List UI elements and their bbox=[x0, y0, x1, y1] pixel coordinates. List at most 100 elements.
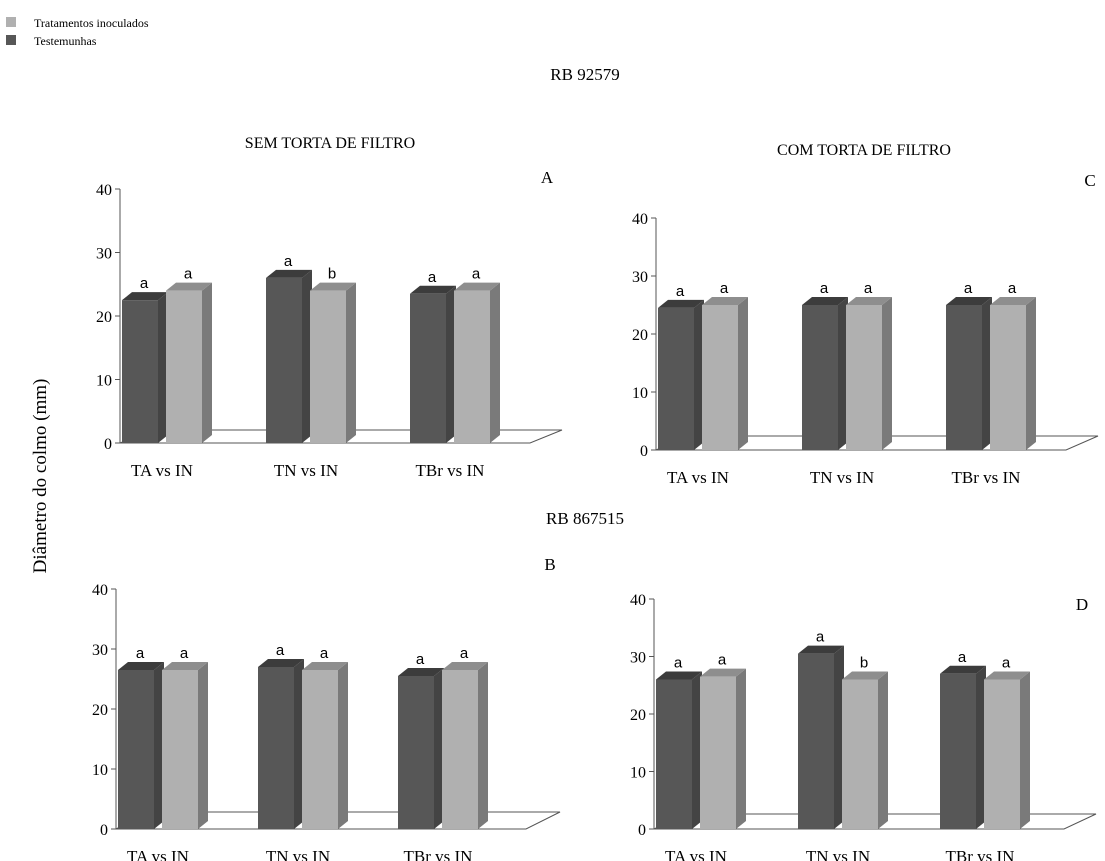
bar-side bbox=[198, 662, 208, 829]
bar bbox=[984, 671, 1030, 829]
bar-top bbox=[454, 282, 500, 291]
y-tick-label: 30 bbox=[96, 246, 112, 263]
significance-letter: a bbox=[674, 655, 683, 672]
bar bbox=[846, 297, 892, 450]
bar-top bbox=[940, 665, 986, 674]
bar-side bbox=[736, 668, 746, 829]
bar-front bbox=[946, 305, 982, 450]
bar bbox=[122, 292, 168, 443]
panel-letter: C bbox=[1084, 171, 1095, 190]
bar-front bbox=[442, 670, 478, 829]
legend-swatch-testemunhas bbox=[6, 35, 16, 45]
significance-letter: a bbox=[720, 280, 729, 297]
bar-top bbox=[798, 645, 844, 654]
significance-letter: a bbox=[428, 269, 437, 286]
bar-top bbox=[442, 662, 488, 670]
bar-front bbox=[842, 679, 878, 829]
panel-letter: D bbox=[1076, 595, 1088, 614]
category-label: TN vs IN bbox=[266, 847, 330, 861]
y-tick-label: 0 bbox=[104, 436, 112, 453]
bar-front bbox=[802, 305, 838, 450]
bar-side bbox=[834, 645, 844, 829]
bar bbox=[802, 297, 848, 450]
y-tick-label: 40 bbox=[96, 182, 112, 199]
y-tick-label: 20 bbox=[96, 309, 112, 326]
bar bbox=[940, 665, 986, 829]
y-tick-label: 30 bbox=[632, 269, 648, 286]
y-tick-label: 0 bbox=[638, 822, 646, 839]
category-label: TN vs IN bbox=[274, 461, 338, 480]
bar bbox=[946, 297, 992, 450]
bar-side bbox=[838, 297, 848, 450]
bar-top bbox=[802, 297, 848, 305]
bar bbox=[454, 282, 500, 443]
y-tick-label: 10 bbox=[96, 373, 112, 390]
y-tick-label: 0 bbox=[640, 443, 648, 460]
y-axis-label: Diâmetro do colmo (mm) bbox=[30, 379, 51, 574]
category-label: TBr vs IN bbox=[416, 461, 485, 480]
bar-top bbox=[658, 299, 704, 308]
bar-front bbox=[798, 653, 834, 829]
bar bbox=[310, 282, 356, 443]
bar bbox=[410, 285, 456, 443]
panel-a: 0 10 20 30 40 SEM TORTA DE FILTRO Aa a TA vs IN a… bbox=[96, 135, 563, 480]
bar-front bbox=[166, 290, 202, 443]
bar-side bbox=[694, 299, 704, 450]
y-tick-label: 10 bbox=[632, 385, 648, 402]
significance-letter: a bbox=[676, 283, 685, 300]
bar bbox=[700, 668, 746, 829]
bar-side bbox=[434, 668, 444, 829]
significance-letter: b bbox=[328, 266, 336, 283]
bar-front bbox=[656, 679, 692, 829]
category-label: TA vs IN bbox=[667, 468, 729, 487]
bar bbox=[302, 662, 348, 829]
bar-top bbox=[702, 297, 748, 305]
category-label: TN vs IN bbox=[810, 468, 874, 487]
bar-top bbox=[700, 668, 746, 677]
bar-side bbox=[882, 297, 892, 450]
group-title-bottom: RB 867515 bbox=[546, 509, 624, 528]
y-tick-label: 20 bbox=[632, 327, 648, 344]
bar bbox=[258, 659, 304, 829]
bar bbox=[266, 269, 312, 443]
y-tick-label: 20 bbox=[630, 707, 646, 724]
bar bbox=[842, 671, 888, 829]
bar-front bbox=[398, 676, 434, 829]
bar-front bbox=[302, 670, 338, 829]
significance-letter: b bbox=[860, 655, 868, 672]
significance-letter: a bbox=[276, 642, 285, 659]
bar-top bbox=[984, 671, 1030, 680]
bar-front bbox=[310, 290, 346, 443]
bar-side bbox=[478, 662, 488, 829]
legend-label-testemunhas: Testemunhas bbox=[34, 34, 97, 48]
bar-top bbox=[310, 282, 356, 291]
y-tick-label: 30 bbox=[630, 650, 646, 667]
bar bbox=[990, 297, 1036, 450]
panel-b: 0 10 20 30 40 Ba a TA vs IN a a TN vs IN a a TBr vs I… bbox=[92, 555, 561, 861]
significance-letter: a bbox=[718, 652, 727, 669]
y-tick-label: 30 bbox=[92, 642, 108, 659]
significance-letter: a bbox=[416, 651, 425, 668]
y-tick-label: 0 bbox=[100, 822, 108, 839]
category-label: TBr vs IN bbox=[946, 847, 1015, 861]
bar-side bbox=[490, 282, 500, 443]
category-label: TN vs IN bbox=[806, 847, 870, 861]
significance-letter: a bbox=[184, 266, 193, 283]
bar-front bbox=[702, 305, 738, 450]
bar-front bbox=[846, 305, 882, 450]
bar-top bbox=[846, 297, 892, 305]
significance-letter: a bbox=[958, 649, 967, 666]
bar-top bbox=[946, 297, 992, 305]
significance-letter: a bbox=[1002, 655, 1011, 672]
group-title-top: RB 92579 bbox=[550, 65, 619, 84]
bar-front bbox=[162, 670, 198, 829]
significance-letter: a bbox=[472, 266, 481, 283]
panel-d: 0 10 20 30 40 Da a TA vs IN a b TN vs IN a a TBr vs I… bbox=[630, 592, 1097, 861]
bar-top bbox=[302, 662, 348, 670]
y-tick-label: 40 bbox=[92, 582, 108, 599]
category-label: TA vs IN bbox=[665, 847, 727, 861]
y-tick-label: 40 bbox=[630, 592, 646, 609]
panels: 0 10 20 30 40 SEM TORTA DE FILTRO Aa a TA vs IN a… bbox=[92, 135, 1099, 861]
bar-top bbox=[398, 668, 444, 676]
